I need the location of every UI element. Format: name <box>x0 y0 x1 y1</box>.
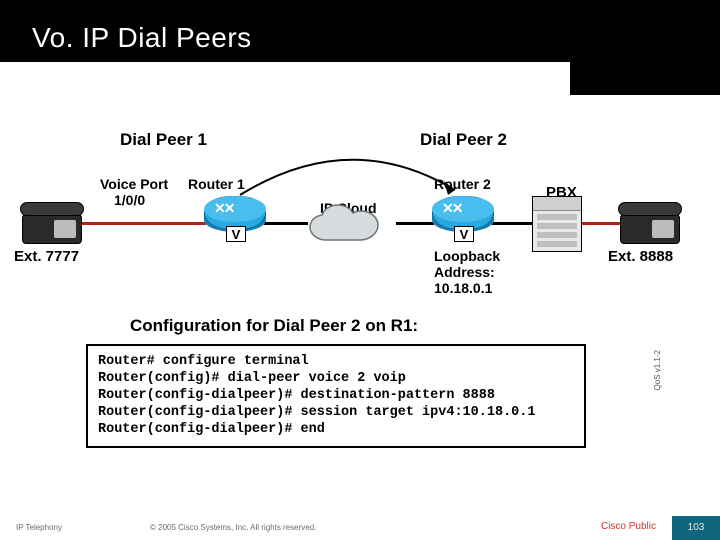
slide: Vo. IP Dial Peers Dial Peer 1 Dial Peer … <box>0 0 720 540</box>
footer-left: IP Telephony <box>16 523 62 532</box>
footer-copyright: © 2005 Cisco Systems, Inc. All rights re… <box>150 523 316 532</box>
label-voice-port-l2: 1/0/0 <box>114 192 145 208</box>
label-config-heading: Configuration for Dial Peer 2 on R1: <box>130 316 418 336</box>
label-ext-left: Ext. 7777 <box>14 248 79 265</box>
wire-pbx-to-phone <box>582 222 622 225</box>
ip-cloud-icon <box>306 202 398 250</box>
wire-router2-to-pbx <box>492 222 534 225</box>
side-credit: QoS v1.1-2 <box>653 350 662 390</box>
config-text: Router# configure terminal Router(config… <box>98 354 574 438</box>
label-ext-right: Ext. 8888 <box>608 248 673 265</box>
wire-router1-to-cloud <box>264 222 308 225</box>
router2-icon: ✕✕ V <box>432 196 494 242</box>
corner-notch <box>570 0 720 95</box>
wire-cloud-to-router2 <box>396 222 434 225</box>
pbx-icon <box>532 196 582 252</box>
label-voice-port-l1: Voice Port <box>100 176 168 192</box>
slide-title: Vo. IP Dial Peers <box>32 22 252 54</box>
label-loopback-l2: Address: <box>434 264 495 280</box>
label-loopback-l1: Loopback <box>434 248 500 264</box>
phone-left-icon <box>22 198 84 246</box>
label-loopback-l3: 10.18.0.1 <box>434 280 492 296</box>
wire-phone-to-router1 <box>82 222 206 225</box>
router1-icon: ✕✕ V <box>204 196 266 242</box>
label-dial-peer-1: Dial Peer 1 <box>120 130 207 150</box>
label-router1: Router 1 <box>188 176 245 192</box>
footer-cisco: Cisco Public <box>601 521 656 532</box>
phone-right-icon <box>620 198 682 246</box>
footer-page: 103 <box>672 516 720 540</box>
config-box: Router# configure terminal Router(config… <box>86 344 586 448</box>
label-router2: Router 2 <box>434 176 491 192</box>
